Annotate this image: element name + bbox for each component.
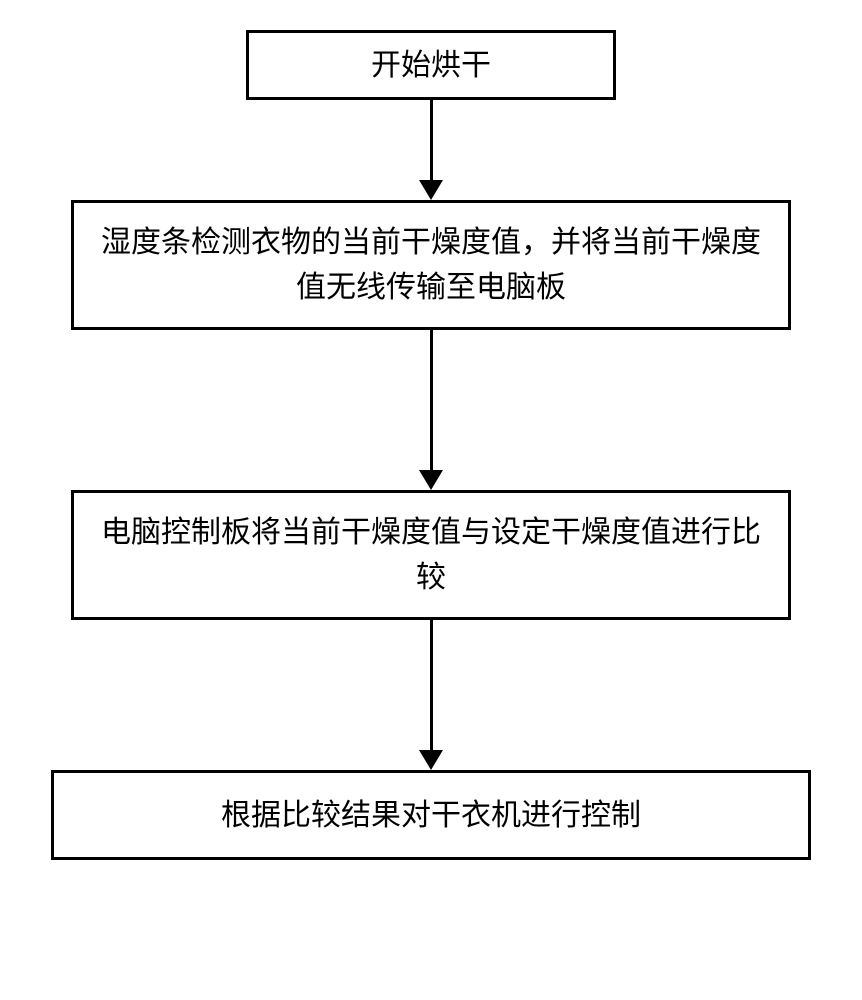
flowchart-node-compare: 电脑控制板将当前干燥度值与设定干燥度值进行比较: [71, 490, 791, 620]
node-text: 湿度条检测衣物的当前干燥度值，并将当前干燥度值无线传输至电脑板: [94, 220, 768, 310]
flowchart-node-detect: 湿度条检测衣物的当前干燥度值，并将当前干燥度值无线传输至电脑板: [71, 200, 791, 330]
node-text: 根据比较结果对干衣机进行控制: [221, 793, 641, 838]
flowchart-node-control: 根据比较结果对干衣机进行控制: [51, 770, 811, 860]
flowchart-arrow: [419, 620, 443, 770]
arrow-head-icon: [419, 750, 443, 770]
arrow-line: [430, 620, 433, 750]
arrow-head-icon: [419, 180, 443, 200]
node-text: 电脑控制板将当前干燥度值与设定干燥度值进行比较: [94, 510, 768, 600]
node-text: 开始烘干: [371, 43, 491, 88]
flowchart-arrow: [419, 330, 443, 490]
arrow-line: [430, 100, 433, 180]
flowchart-node-start: 开始烘干: [246, 30, 616, 100]
arrow-line: [430, 330, 433, 470]
arrow-head-icon: [419, 470, 443, 490]
flowchart-arrow: [419, 100, 443, 200]
flowchart-container: 开始烘干 湿度条检测衣物的当前干燥度值，并将当前干燥度值无线传输至电脑板 电脑控…: [50, 30, 812, 860]
